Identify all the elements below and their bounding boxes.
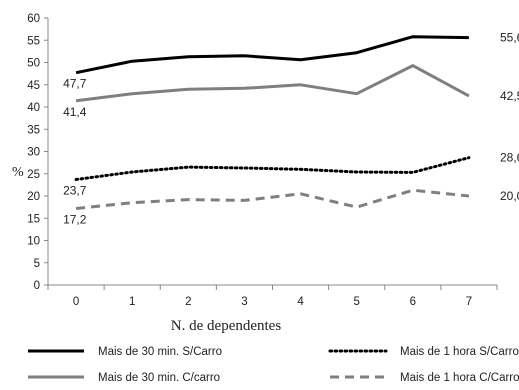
- series-line-1: [75, 35, 469, 75]
- y-tick-label: 40: [27, 102, 40, 114]
- series-1-start-label: 47,7: [63, 77, 87, 91]
- series-line-2: [75, 64, 470, 103]
- series-layer: [74, 35, 471, 210]
- x-tick-label: 5: [353, 296, 359, 308]
- data-label-layer: 47,7 55,6 41,4 42,5 23,7 28,6 17,2 20,0: [63, 31, 519, 227]
- series-3-end-label: 28,6: [500, 151, 519, 165]
- legend-label-4: Mais de 1 hora C/Carro: [400, 372, 519, 384]
- series-line-3: [74, 156, 471, 181]
- x-tick-label: 0: [73, 296, 79, 308]
- y-tick-label: 30: [27, 147, 40, 159]
- y-tick-label: 25: [27, 169, 40, 181]
- y-tick-label: 55: [27, 35, 40, 47]
- y-tick-label: 50: [27, 58, 40, 70]
- series-1-end-label: 55,6: [500, 31, 519, 45]
- y-tick-label: 5: [34, 258, 40, 270]
- y-tick-label: 20: [27, 191, 40, 203]
- y-axis-title: %: [12, 165, 24, 180]
- x-tick-label: 4: [297, 296, 304, 308]
- x-tick-label: 7: [466, 296, 472, 308]
- x-axis-title: N. de dependentes: [171, 318, 282, 334]
- y-tick-label: 15: [27, 213, 40, 225]
- x-tick-label: 3: [241, 296, 247, 308]
- x-tick-label: 2: [185, 296, 191, 308]
- series-4-end-label: 20,0: [500, 189, 519, 203]
- series-4-start-label: 17,2: [63, 212, 87, 226]
- y-tick-label: 60: [27, 13, 40, 25]
- series-line-4: [75, 188, 470, 210]
- legend: Mais de 30 min. S/Carro Mais de 30 min. C…: [28, 346, 519, 384]
- legend-label-2: Mais de 30 min. C/carro: [98, 372, 220, 384]
- series-2-start-label: 41,4: [63, 105, 87, 119]
- y-tick-label: 0: [34, 280, 40, 292]
- y-axis: 0 5 10 15 20 25 30 35 40 45 50 55 60: [27, 13, 49, 292]
- series-2-end-label: 42,5: [500, 89, 519, 103]
- x-tick-label: 1: [129, 296, 135, 308]
- y-tick-label: 45: [27, 80, 40, 92]
- series-3-start-label: 23,7: [63, 184, 87, 198]
- legend-label-1: Mais de 30 min. S/Carro: [98, 346, 222, 358]
- legend-label-3: Mais de 1 hora S/Carro: [400, 346, 519, 358]
- x-axis: 0 1 2 3 4 5 6 7: [47, 284, 498, 308]
- x-tick-label: 6: [410, 296, 416, 308]
- y-tick-label: 10: [27, 236, 40, 248]
- y-tick-label: 35: [27, 124, 40, 136]
